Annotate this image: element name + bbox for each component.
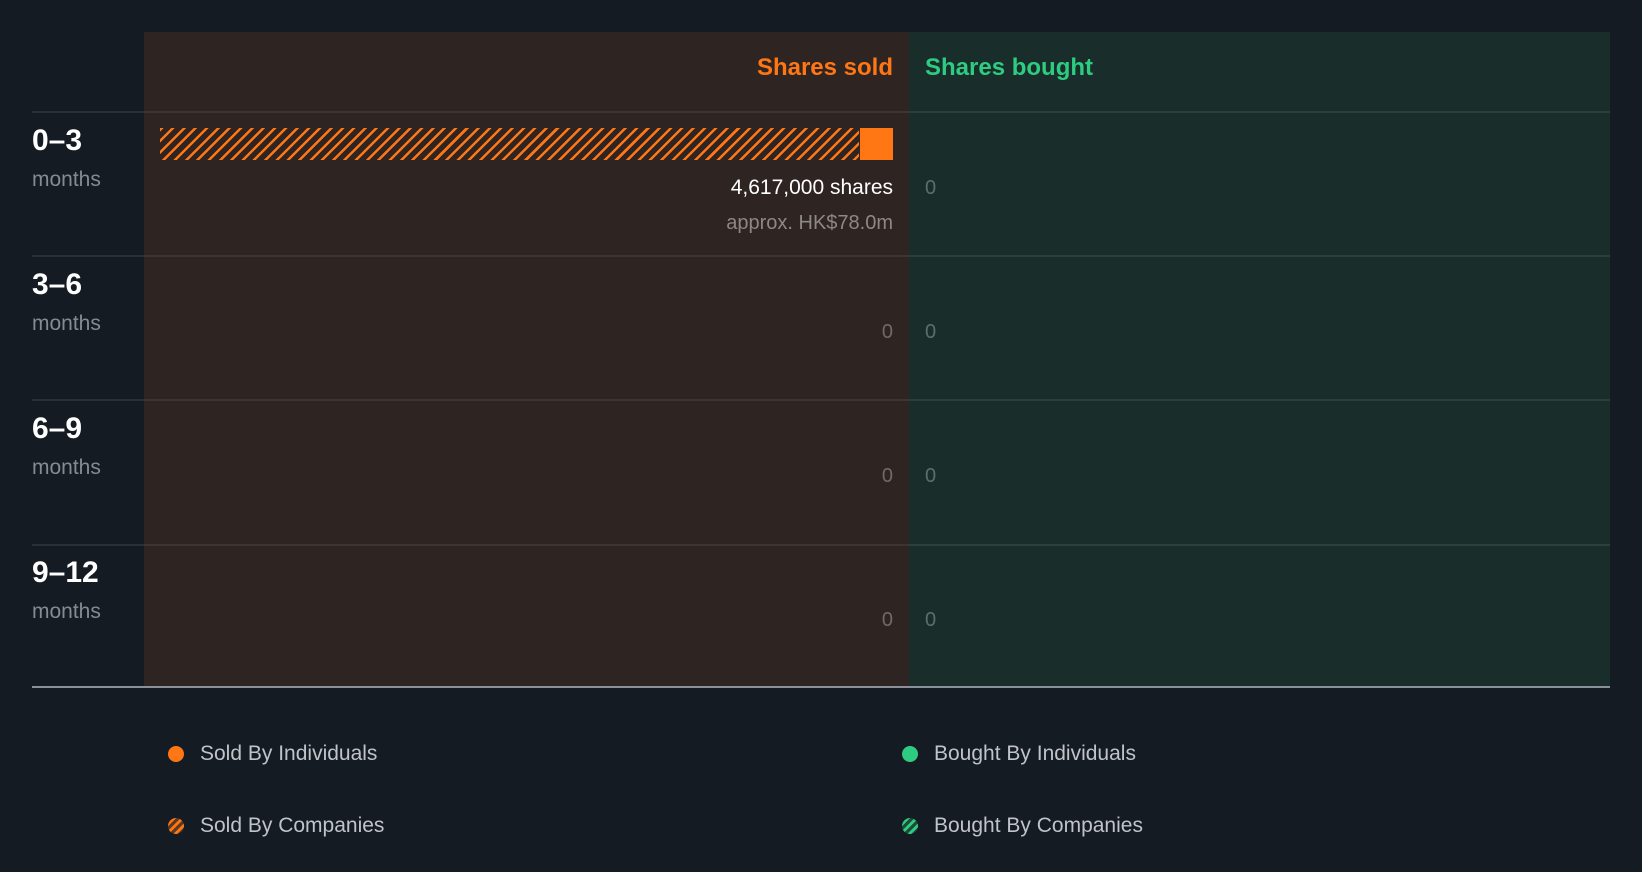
row-range: 6–9 bbox=[32, 412, 83, 445]
solid-orange-dot-icon bbox=[168, 746, 184, 762]
bought-value: 0 bbox=[925, 177, 937, 199]
row-label-6-9: 6–9 months bbox=[32, 412, 101, 480]
row-label-9-12: 9–12 months bbox=[32, 556, 101, 624]
shares-bought-header: Shares bought bbox=[925, 54, 1094, 81]
hatched-green-dot-icon bbox=[902, 818, 918, 834]
sold-approx-value: approx. HK$78.0m bbox=[726, 212, 893, 234]
solid-green-dot-icon bbox=[902, 746, 918, 762]
sold-by-individuals-bar[interactable] bbox=[860, 128, 893, 160]
row-unit: months bbox=[32, 456, 101, 479]
row-range: 0–3 bbox=[32, 124, 83, 157]
row-divider bbox=[32, 255, 1610, 257]
legend-sold-by-companies[interactable]: Sold By Companies bbox=[168, 814, 384, 838]
sold-value: 0 bbox=[881, 609, 893, 631]
row-range: 3–6 bbox=[32, 268, 83, 301]
bought-value: 0 bbox=[925, 321, 937, 343]
legend-bought-by-individuals[interactable]: Bought By Individuals bbox=[902, 742, 1136, 766]
legend-sold-by-individuals[interactable]: Sold By Individuals bbox=[168, 742, 377, 766]
shares-bought-panel bbox=[909, 32, 1610, 687]
row-label-0-3: 0–3 months bbox=[32, 124, 101, 192]
shares-sold-header: Shares sold bbox=[756, 54, 893, 81]
sold-bar-0-3[interactable] bbox=[160, 128, 893, 160]
row-divider bbox=[32, 544, 1610, 546]
row-divider bbox=[32, 111, 1610, 113]
legend-bought-by-companies[interactable]: Bought By Companies bbox=[902, 814, 1143, 838]
bought-value: 0 bbox=[925, 609, 937, 631]
legend-label: Bought By Individuals bbox=[934, 742, 1136, 765]
sold-shares-value: 4,617,000 shares bbox=[730, 176, 893, 199]
row-range: 9–12 bbox=[32, 556, 99, 589]
chart-baseline bbox=[32, 686, 1610, 688]
legend-label: Sold By Individuals bbox=[200, 742, 378, 765]
legend-label: Sold By Companies bbox=[200, 814, 385, 837]
legend-label: Bought By Companies bbox=[934, 814, 1143, 837]
bought-value: 0 bbox=[925, 465, 937, 487]
hatched-orange-dot-icon bbox=[168, 818, 184, 834]
row-unit: months bbox=[32, 312, 101, 335]
sold-value: 0 bbox=[881, 465, 893, 487]
sold-value: 0 bbox=[881, 321, 893, 343]
row-unit: months bbox=[32, 168, 101, 191]
row-label-3-6: 3–6 months bbox=[32, 268, 101, 336]
sold-by-companies-bar[interactable] bbox=[160, 128, 859, 160]
row-divider bbox=[32, 399, 1610, 401]
row-unit: months bbox=[32, 600, 101, 623]
